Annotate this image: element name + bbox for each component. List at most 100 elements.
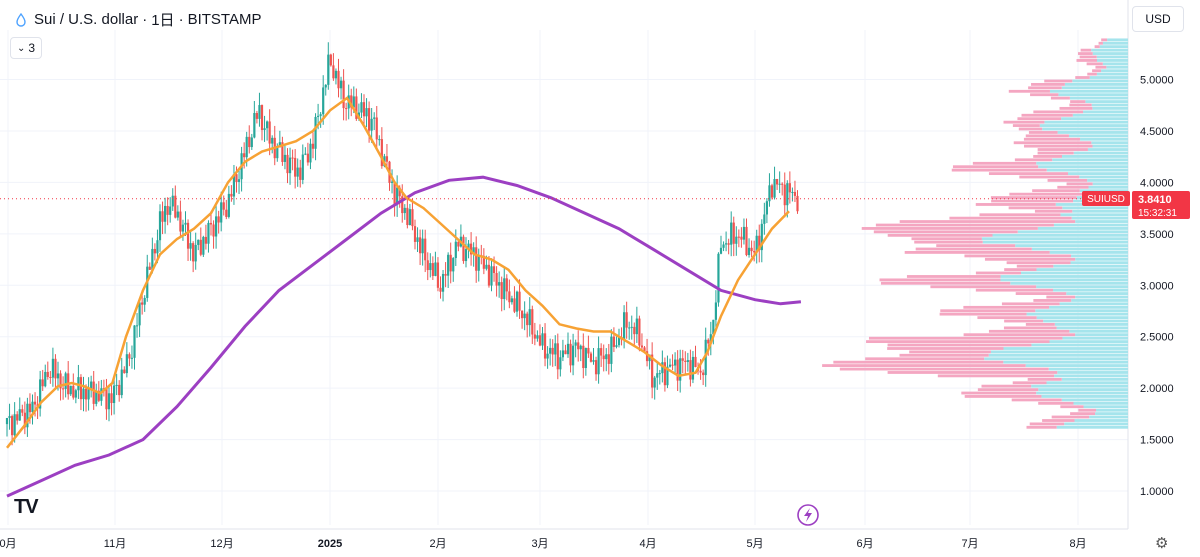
candle-body — [56, 373, 60, 379]
interval-label[interactable]: 1日 — [151, 12, 175, 29]
vp-bar-down — [1060, 405, 1084, 409]
y-axis[interactable]: 1.0000 1.5000 2.0000 2.5000 3.0000 3.5000 4.00… — [1140, 75, 1174, 499]
candle-body — [120, 369, 123, 396]
candle-body — [324, 84, 327, 88]
vp-bar-up — [1088, 185, 1128, 189]
x-axis[interactable]: 0月 11月 12月 2025 2月 3月 4月 5月 6月 7月 8月 — [0, 538, 1087, 550]
currency-button[interactable]: USD — [1132, 6, 1184, 32]
candle-body — [118, 384, 121, 396]
symbol-header: Sui / U.S. dollar · 1日 · BITSTAMP — [14, 9, 261, 30]
vp-bar-down — [1008, 206, 1063, 210]
candle-body — [82, 388, 85, 400]
x-tick-label: 12月 — [210, 538, 233, 550]
vp-bar-down — [1033, 110, 1084, 114]
vp-bar-down — [866, 340, 1050, 344]
vp-bar-up — [1062, 336, 1128, 340]
candle-body — [306, 153, 309, 163]
candle-body — [615, 345, 618, 347]
candle-body — [176, 211, 179, 218]
candle-body — [429, 263, 432, 271]
candle-body — [788, 183, 791, 193]
vp-bar-up — [1056, 425, 1128, 429]
vp-bar-down — [865, 357, 985, 361]
vp-bar-down — [975, 271, 1022, 275]
vp-bar-up — [1031, 384, 1128, 388]
vp-bar-down — [977, 388, 1039, 392]
candle-body — [248, 136, 251, 148]
candle-body — [49, 376, 52, 378]
candle-body — [309, 143, 312, 163]
vp-bar-up — [1037, 227, 1128, 230]
vp-bar-down — [1050, 96, 1070, 100]
candle-body — [521, 310, 524, 319]
vp-bar-up — [1083, 110, 1128, 114]
candle-body — [304, 153, 307, 155]
candle-body — [561, 350, 564, 358]
candle-body — [781, 183, 784, 185]
vp-bar-down — [1017, 117, 1062, 121]
candle-body — [135, 325, 139, 327]
candle-body — [770, 185, 774, 198]
candle-body — [763, 214, 766, 224]
candle-body — [225, 209, 228, 217]
candle-body — [232, 174, 236, 197]
candle-body — [607, 354, 610, 364]
vp-bar-down — [952, 165, 1039, 169]
candle-body — [421, 238, 424, 254]
vp-bar-down — [880, 281, 1011, 285]
candle-body — [786, 183, 789, 206]
candle-body — [523, 313, 526, 319]
symbol-title[interactable]: Sui / U.S. dollar — [34, 11, 139, 28]
vp-bar-down — [875, 223, 1054, 227]
candle-body — [651, 354, 654, 388]
chart-grid — [0, 0, 1129, 530]
vp-bar-down — [1098, 41, 1103, 45]
exchange-label: BITSTAMP — [187, 11, 262, 28]
vp-bar-down — [1046, 295, 1076, 299]
candle-body — [776, 179, 779, 185]
x-tick-label: 6月 — [856, 538, 873, 550]
vp-bar-up — [1048, 367, 1128, 371]
candle-body — [69, 385, 72, 395]
candle-body — [62, 388, 65, 390]
candle-body — [373, 117, 376, 119]
candle-body — [197, 239, 200, 245]
candle-body — [184, 222, 187, 225]
candle-body — [717, 253, 720, 303]
sui-drop-icon — [16, 12, 26, 27]
y-tick-label: 3.0000 — [1140, 280, 1174, 292]
vp-bar-down — [1009, 192, 1084, 196]
vp-bar-down — [909, 350, 991, 354]
settings-gear-icon[interactable]: ⚙ — [1155, 535, 1169, 552]
vp-bar-up — [1062, 206, 1128, 210]
candle-body — [408, 209, 411, 226]
candle-body — [401, 196, 404, 214]
candle-body — [186, 222, 190, 249]
candle-body — [551, 347, 554, 355]
candle-body — [54, 358, 57, 379]
vp-bar-up — [1056, 326, 1128, 330]
vp-bar-down — [1095, 65, 1107, 69]
candle-body — [541, 333, 544, 346]
candle-body — [623, 312, 626, 340]
candle-body — [204, 236, 207, 244]
vp-bar-down — [887, 371, 1058, 374]
flash-icon[interactable] — [797, 504, 819, 526]
candle-body — [472, 247, 475, 255]
vp-bar-up — [1049, 340, 1128, 344]
candle-body — [380, 139, 383, 167]
indicators-toggle-button[interactable]: ⌄ 3 — [10, 37, 43, 59]
candle-body — [207, 222, 210, 244]
vp-bar-up — [1036, 268, 1128, 272]
candle-body — [633, 326, 636, 335]
vp-bar-up — [1079, 175, 1128, 179]
candle-body — [74, 390, 77, 398]
vp-bar-up — [1061, 86, 1128, 90]
candle-body — [365, 108, 368, 117]
candle-body — [765, 201, 768, 215]
candle-body — [760, 223, 763, 251]
candle-body — [181, 224, 185, 232]
vp-bar-down — [963, 305, 1050, 309]
x-tick-label: 7月 — [961, 538, 978, 550]
